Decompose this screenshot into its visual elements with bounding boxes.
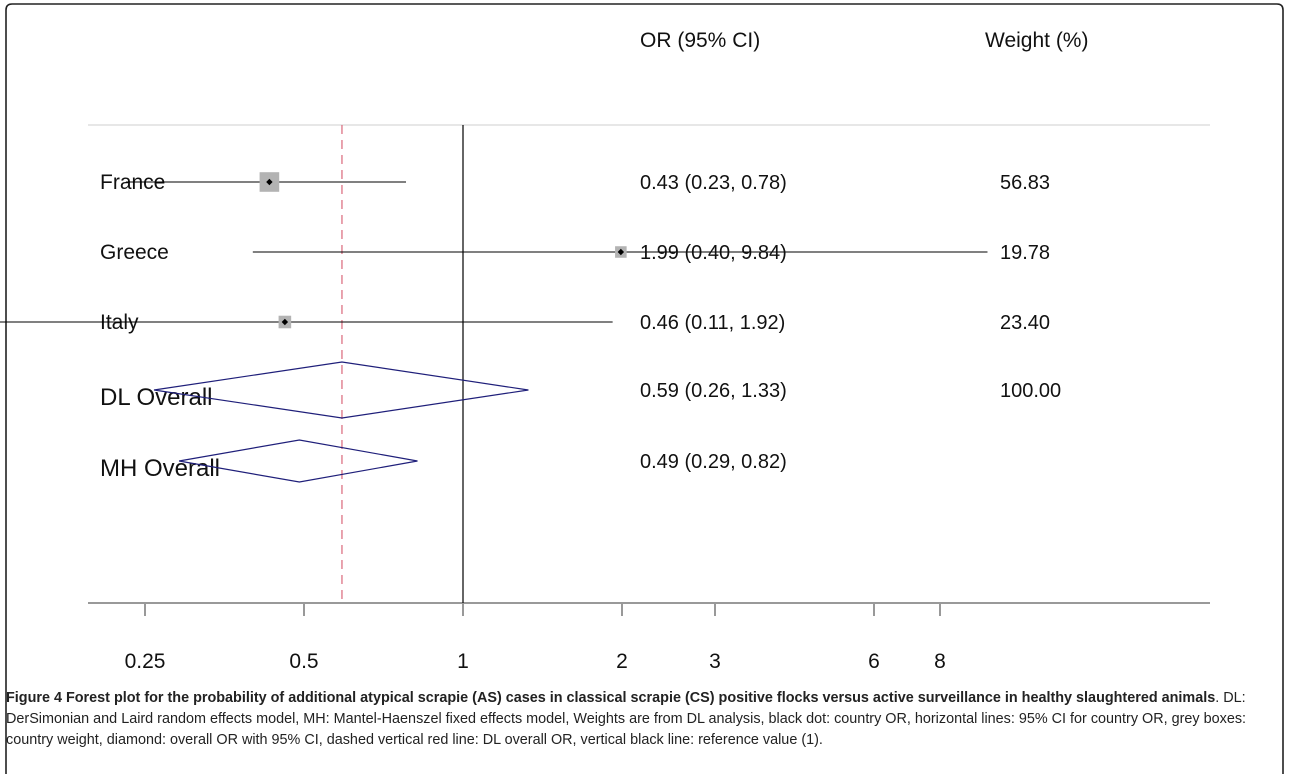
study-ci-text: 0.43 (0.23, 0.78) [640,172,787,194]
overall-ci-text: 0.49 (0.29, 0.82) [640,451,787,473]
caption-body: . DL: DerSimonian and Laird random effec… [6,690,1247,748]
forest-plot: OR (95% CI) Weight (%) France 0.43 (0.23,… [0,29,1210,673]
x-tick-label: 2 [616,650,628,673]
x-tick-label: 3 [709,650,721,673]
study-or-dot [281,318,289,326]
figure-caption: Figure 4 Forest plot for the probability… [6,688,1282,751]
x-tick-label: 6 [868,650,880,673]
estimate-column-header: OR (95% CI) [640,29,760,52]
x-tick-label: 0.25 [125,650,166,673]
overall-diamond [153,361,529,419]
caption-lead: Figure 4 Forest plot for the probability… [6,690,1216,706]
study-ci-text: 0.46 (0.11, 1.92) [640,312,785,334]
overall-ci-text: 0.59 (0.26, 1.33) [640,380,787,402]
x-tick-label: 8 [934,650,946,673]
weight-column-header: Weight (%) [985,29,1088,52]
x-tick-label: 0.5 [289,650,318,673]
overall-diamond [178,439,418,483]
study-or-dot [266,178,273,186]
x-tick-label: 1 [457,650,469,673]
study-weight-text: 19.78 [1000,242,1050,264]
study-ci-text: 1.99 (0.40, 9.84) [640,242,787,264]
study-or-dot [617,248,625,256]
overall-label: MH Overall [100,455,220,482]
study-weight-text: 56.83 [1000,172,1050,194]
study-weight-text: 23.40 [1000,312,1050,334]
study-label: Greece [100,241,169,264]
overall-label: DL Overall [100,384,212,411]
overall-weight-text: 100.00 [1000,380,1061,402]
